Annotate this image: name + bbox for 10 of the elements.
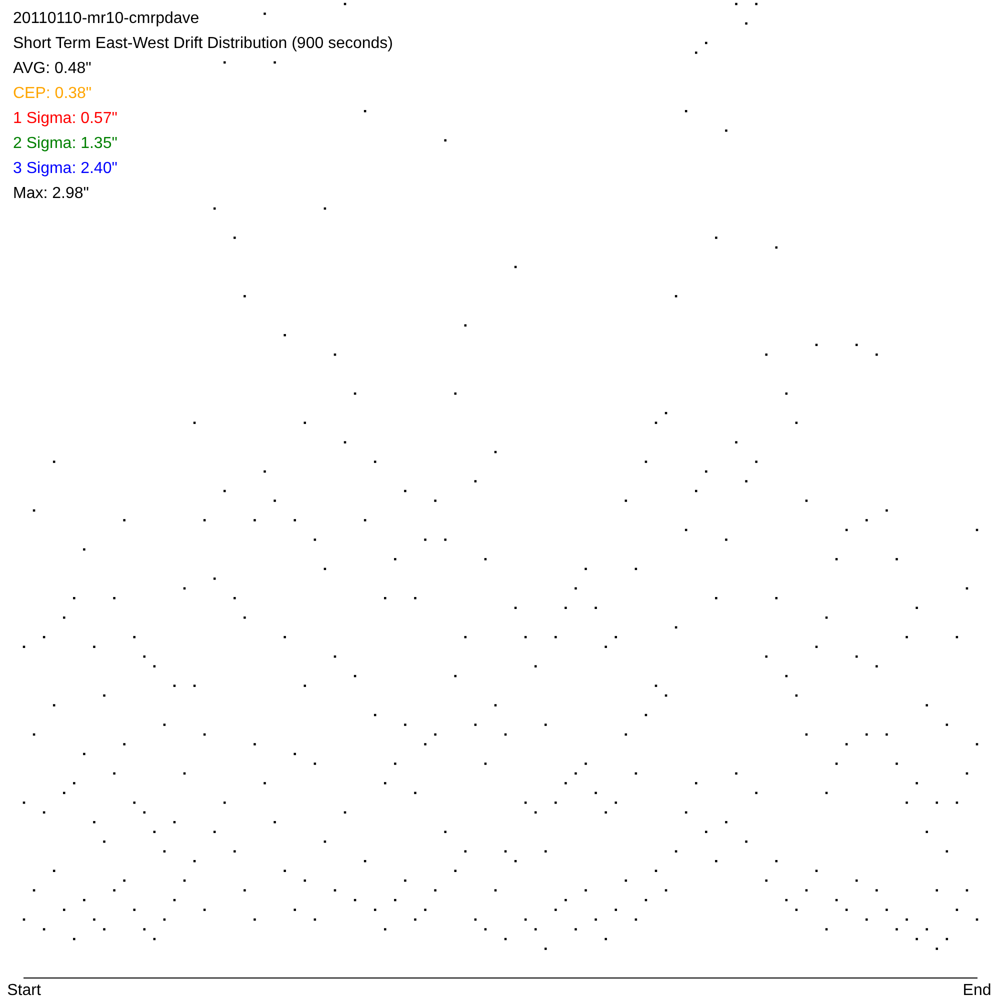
annotation: Max: 2.98": [13, 184, 89, 204]
annotation: 3 Sigma: 2.40": [13, 159, 118, 179]
chart-title: 20110110-mr10-cmrpdave: [13, 9, 200, 29]
x-tick-label: Start: [7, 982, 42, 1000]
annotation: 2 Sigma: 1.35": [13, 134, 118, 154]
annotation: CEP: 0.38": [13, 84, 92, 104]
annotation: AVG: 0.48": [13, 59, 92, 79]
text: Short Term East-West Drift Distribution (900 seconds): [13, 34, 393, 54]
x-tick-label: End: [962, 982, 992, 1000]
annotation: 1 Sigma: 0.57": [13, 109, 118, 129]
